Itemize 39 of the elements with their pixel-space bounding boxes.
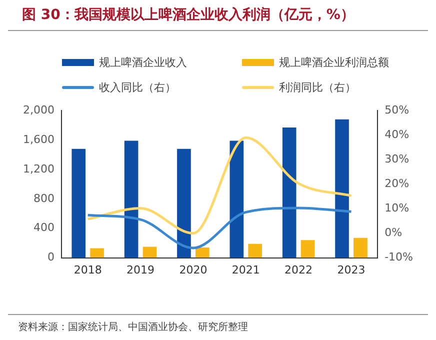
y-tick-label: 800 <box>33 192 54 205</box>
legend-label: 收入同比（右） <box>99 80 176 95</box>
y2-tick-label: 0% <box>384 226 402 240</box>
legend-label: 规上啤酒企业利润总额 <box>279 55 389 70</box>
x-tick-label: 2019 <box>126 263 155 276</box>
bar <box>248 244 262 258</box>
line-series <box>86 136 352 235</box>
y2-tick-label: 30% <box>384 152 410 166</box>
bar <box>177 148 191 258</box>
bar <box>72 148 86 258</box>
y2-tick-label: 20% <box>384 177 410 190</box>
legend-label: 利润同比（右） <box>279 80 356 95</box>
x-tick-label: 2022 <box>284 263 313 276</box>
bar <box>90 248 104 258</box>
bar <box>196 247 210 258</box>
y-tick-label: 1,600 <box>22 132 54 146</box>
line-series <box>86 206 352 250</box>
x-tick-label: 2021 <box>232 263 260 276</box>
bar <box>124 140 138 258</box>
bar <box>335 119 349 258</box>
y-tick-label: 1,200 <box>22 162 54 176</box>
x-tick-label: 2020 <box>179 263 208 276</box>
bar <box>142 246 157 258</box>
x-tick-label: 2018 <box>74 263 102 276</box>
bar <box>300 240 315 258</box>
y-tick-label: 2,000 <box>22 103 54 116</box>
y2-tick-label: 40% <box>384 128 410 141</box>
bar <box>230 140 244 258</box>
chart-title: 图 30：我国规模以上啤酒企业收入利润（亿元，%） <box>8 0 428 31</box>
text: 资料来源：国家统计局、中国酒业协会、研究所整理 <box>18 320 249 334</box>
y2-tick-label: -10% <box>384 250 414 264</box>
y2-tick-label: 10% <box>384 202 410 215</box>
y-tick-label: 400 <box>33 221 54 234</box>
y-tick-label: 0 <box>47 250 54 264</box>
bar <box>354 238 368 258</box>
bar <box>282 128 296 258</box>
x-tick-label: 2023 <box>337 263 366 276</box>
y2-tick-label: 50% <box>384 103 410 116</box>
legend-label: 规上啤酒企业收入 <box>99 55 187 70</box>
